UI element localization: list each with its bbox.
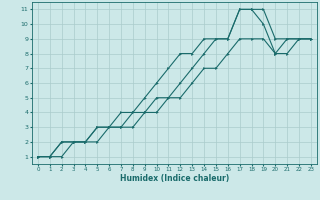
- X-axis label: Humidex (Indice chaleur): Humidex (Indice chaleur): [120, 174, 229, 183]
